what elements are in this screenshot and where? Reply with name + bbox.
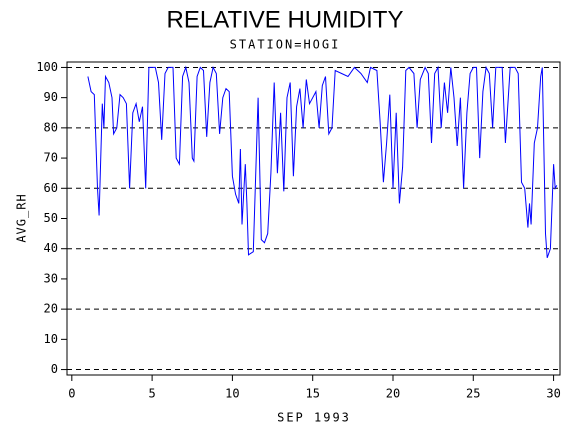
data-line (87, 65, 558, 258)
x-tick-label: 5 (148, 387, 155, 401)
x-axis-label: SEP 1993 (277, 411, 351, 425)
plot-frame (66, 61, 561, 376)
y-tick-label: 50 (44, 211, 58, 225)
y-tick-label: 30 (44, 271, 58, 285)
y-axis-label: AVG_RH (15, 193, 29, 242)
chart-title: RELATIVE HUMIDITY (167, 6, 404, 33)
x-tick-label: 20 (386, 387, 400, 401)
y-tick-label: 80 (44, 120, 58, 134)
y-tick-label: 40 (44, 241, 58, 255)
x-tick-label: 25 (466, 387, 480, 401)
y-tick-label: 100 (36, 60, 58, 74)
y-tick-label: 20 (44, 302, 58, 316)
y-tick-label: 60 (44, 181, 58, 195)
y-tick-label: 70 (44, 151, 58, 165)
chart-subtitle: STATION=HOGI (230, 38, 341, 52)
x-tick-label: 30 (546, 387, 560, 401)
x-tick-label: 15 (305, 387, 319, 401)
x-tick-label: 0 (68, 387, 75, 401)
y-tick-label: 90 (44, 90, 58, 104)
y-tick-label: 0 (51, 362, 58, 376)
y-tick-label: 10 (44, 332, 58, 346)
x-tick-label: 10 (225, 387, 239, 401)
